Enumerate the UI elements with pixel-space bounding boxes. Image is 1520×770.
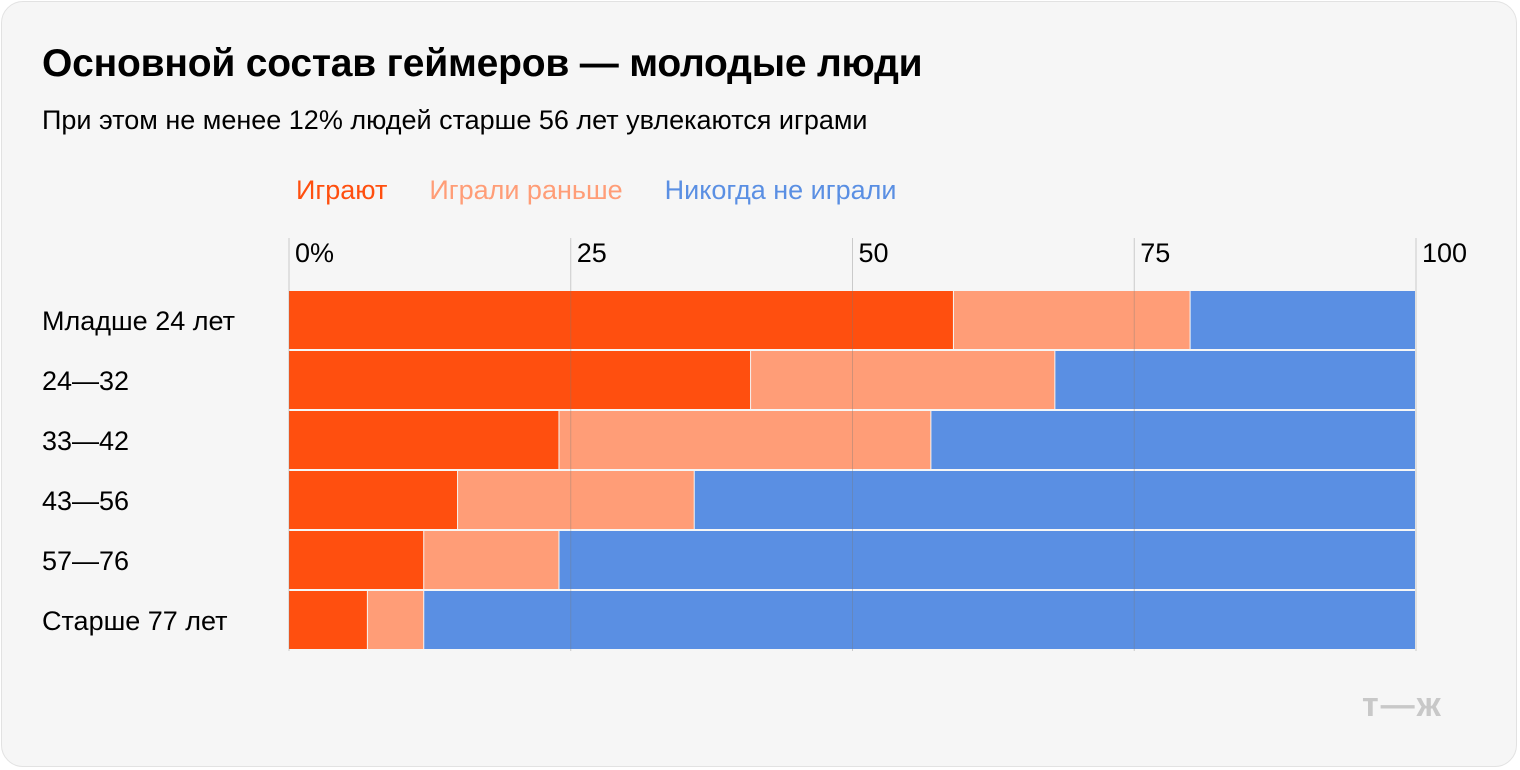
bar-segment <box>424 591 1415 649</box>
chart-subtitle: При этом не менее 12% людей старше 56 ле… <box>42 105 868 135</box>
chart-title: Основной состав геймеров — молодые люди <box>42 42 923 85</box>
legend-item-played-before: Играли раньше <box>429 175 623 205</box>
bar-segment <box>694 471 1415 529</box>
bar-segment <box>1055 351 1415 409</box>
bar-segment <box>289 411 559 469</box>
bar-segment <box>367 591 424 649</box>
category-label: Старше 77 лет <box>42 606 228 636</box>
bar-segment <box>289 471 458 529</box>
x-tick-label: 25 <box>577 238 607 268</box>
bar-segment <box>559 411 931 469</box>
bar-segment <box>458 471 694 529</box>
x-tick-label: 50 <box>859 238 889 268</box>
x-tick-label: 75 <box>1140 238 1170 268</box>
bar-segment <box>289 531 424 589</box>
bar-segment <box>1190 291 1415 349</box>
bar-segment <box>424 531 559 589</box>
bar-segment <box>751 351 1055 409</box>
bar-segment <box>289 291 953 349</box>
category-label: 24—32 <box>42 366 129 396</box>
category-label: 57—76 <box>42 546 129 576</box>
bar-segment <box>289 591 367 649</box>
legend-item-never-played: Никогда не играли <box>664 175 897 205</box>
bar-segment <box>559 531 1415 589</box>
x-tick-label: 0% <box>295 238 334 268</box>
bar-segment <box>289 351 751 409</box>
bar-segment <box>931 411 1415 469</box>
bar-segment <box>953 291 1190 349</box>
legend-item-playing: Играют <box>296 175 388 205</box>
category-label: 33—42 <box>42 426 129 456</box>
category-label: 43—56 <box>42 486 129 516</box>
brand-logo: т—ж <box>1362 686 1443 724</box>
category-label: Младше 24 лет <box>42 306 235 336</box>
legend: Играют Играли раньше Никогда не играли <box>296 175 896 206</box>
x-tick-label: 100 <box>1422 238 1467 268</box>
